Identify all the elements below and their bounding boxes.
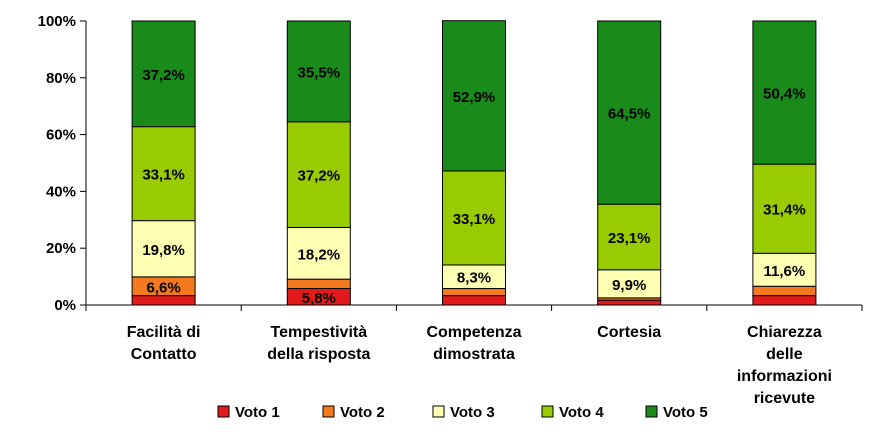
legend-label: Voto 5	[663, 404, 708, 421]
bar-voto-2	[752, 285, 817, 297]
data-label: 37,2%	[298, 168, 341, 185]
legend-label: Voto 2	[340, 404, 385, 421]
legend-label: Voto 1	[235, 404, 280, 421]
bar-voto-3	[131, 220, 196, 278]
bar-voto-4	[597, 203, 662, 271]
bar-voto-3	[752, 252, 817, 287]
data-label: 52,9%	[453, 89, 496, 106]
data-label: 19,8%	[142, 242, 185, 259]
x-category-label: Competenza	[426, 324, 521, 341]
y-tick-label: 100%	[38, 13, 76, 30]
data-label: 31,4%	[763, 202, 806, 219]
legend-label: Voto 3	[450, 404, 495, 421]
x-category-label: informazioni	[737, 368, 832, 385]
x-category-label: Tempestività	[270, 324, 367, 341]
bar-voto-1	[131, 295, 196, 306]
bar-voto-3	[286, 226, 351, 280]
x-category-label: della risposta	[267, 346, 370, 363]
bar-voto-1	[597, 299, 662, 306]
legend-label: Voto 4	[559, 404, 604, 421]
data-label: 37,2%	[142, 67, 185, 84]
legend-swatch	[645, 405, 658, 418]
bar-voto-1	[442, 295, 506, 306]
x-category-label: Chiarezza	[747, 324, 822, 341]
legend-swatch	[217, 405, 230, 418]
data-label: 33,1%	[453, 211, 496, 228]
data-label: 35,5%	[298, 64, 341, 81]
bar-voto-5	[752, 20, 817, 165]
bar-voto-4	[131, 126, 196, 222]
bar-voto-5	[442, 20, 506, 172]
data-label: 64,5%	[608, 106, 651, 123]
x-category-label: dimostrata	[433, 346, 515, 363]
x-category-label: ricevute	[754, 390, 815, 407]
y-tick-label: 40%	[46, 183, 76, 200]
bar-voto-2	[286, 278, 351, 290]
bar-voto-4	[286, 121, 351, 228]
bar-voto-5	[597, 20, 662, 205]
data-label: 50,4%	[763, 86, 806, 103]
bar-voto-1	[752, 295, 817, 306]
data-label: 6,6%	[146, 279, 180, 296]
y-tick-label: 0%	[54, 297, 76, 314]
x-category-label: Contatto	[131, 346, 197, 363]
y-tick-label: 60%	[46, 127, 76, 144]
data-label: 18,2%	[298, 246, 341, 263]
x-category-label: Cortesia	[597, 324, 661, 341]
legend-swatch	[322, 405, 335, 418]
bar-voto-2	[442, 288, 506, 297]
data-label: 8,3%	[457, 270, 491, 287]
data-label: 5,8%	[302, 290, 336, 307]
bar-voto-5	[131, 20, 196, 128]
x-category-label: Facilità di	[127, 324, 201, 341]
data-label: 11,6%	[764, 263, 806, 280]
bar-voto-5	[286, 20, 351, 123]
data-label: 23,1%	[608, 230, 651, 247]
y-tick-label: 20%	[46, 240, 76, 257]
bar-voto-4	[752, 163, 817, 254]
data-label: 9,9%	[612, 277, 646, 294]
data-label: 33,1%	[142, 167, 185, 184]
legend-swatch	[432, 405, 445, 418]
legend-swatch	[541, 405, 554, 418]
x-category-label: delle	[766, 346, 803, 363]
y-tick-label: 80%	[46, 70, 76, 87]
bar-voto-4	[442, 170, 506, 266]
